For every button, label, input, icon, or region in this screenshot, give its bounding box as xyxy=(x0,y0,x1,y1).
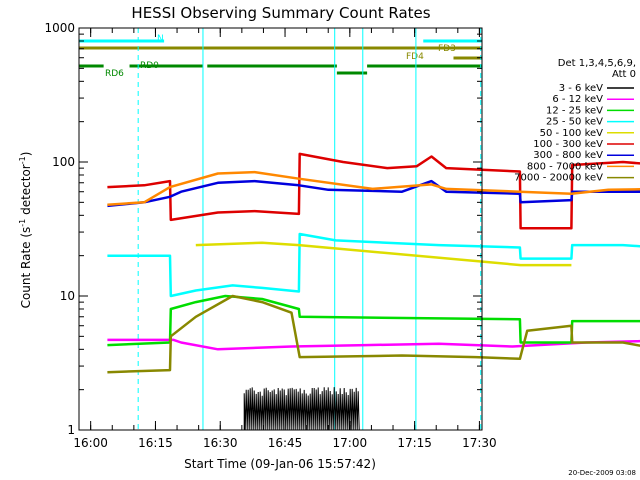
legend-header: Att 0 xyxy=(612,69,636,80)
y-tick-label: 10 xyxy=(60,289,75,303)
series-line-7000-20000kev xyxy=(107,294,640,374)
legend-entry-label: 25 - 50 keV xyxy=(546,117,603,128)
band-label-fd3: FD3 xyxy=(438,44,456,54)
band-labels: N FD3 FD4 RD0 RD6 xyxy=(105,34,456,79)
series-line-25-50kev xyxy=(107,232,640,298)
series-layer xyxy=(107,152,640,431)
y-axis-label: Count Rate (s-1 detector-1) xyxy=(18,152,33,309)
series-line-800-7000kev xyxy=(107,170,640,206)
x-axis-label: Start Time (09-Jan-06 15:57:42) xyxy=(184,457,376,471)
legend-entry-label: 7000 - 20000 keV xyxy=(514,173,603,184)
y-tick-label: 100 xyxy=(52,155,75,169)
x-tick-label: 17:30 xyxy=(462,436,497,450)
legend-entry-label: 12 - 25 keV xyxy=(546,105,603,116)
series-line-50-100kev xyxy=(195,241,572,267)
band-label-rd6: RD6 xyxy=(105,69,124,79)
y-axis: 1 10 100 1000 xyxy=(44,21,482,437)
plot-frame xyxy=(78,27,483,431)
legend-entry-label: 800 - 7000 keV xyxy=(527,161,603,172)
x-tick-label: 16:45 xyxy=(268,436,303,450)
event-marker-lines xyxy=(78,28,482,430)
x-tick-label: 16:00 xyxy=(73,436,108,450)
band-label-fd4: FD4 xyxy=(406,52,424,62)
series-line-3-6-kev xyxy=(243,387,360,431)
legend-entry-label: 100 - 300 keV xyxy=(533,139,603,150)
x-tick-label: 16:15 xyxy=(138,436,173,450)
legend-entry-label: 6 - 12 keV xyxy=(552,94,603,105)
x-tick-label: 17:15 xyxy=(397,436,432,450)
chart-title: HESSI Observing Summary Count Rates xyxy=(131,4,430,22)
observing-flag-bands xyxy=(79,39,482,75)
series-line-12-25kev xyxy=(107,294,640,347)
y-tick-label: 1000 xyxy=(44,21,75,35)
x-axis: 16:00 16:15 16:30 16:45 17:00 17:15 17:30 xyxy=(73,28,497,450)
y-tick-label: 1 xyxy=(67,423,75,437)
band-label-rd0: RD0 xyxy=(140,61,159,71)
series-line-300-800kev xyxy=(107,179,640,208)
legend-entry-label: 300 - 800 keV xyxy=(533,150,603,161)
legend-entry-label: 50 - 100 keV xyxy=(540,128,604,139)
series-line-100-300kev xyxy=(107,152,640,230)
legend-header: Det 1,3,4,5,6,9, xyxy=(558,58,636,69)
legend-entry-label: 3 - 6 keV xyxy=(559,83,603,94)
x-tick-label: 17:00 xyxy=(333,436,368,450)
band-label-n: N xyxy=(157,34,164,44)
footer-timestamp: 20-Dec-2009 03:08 xyxy=(568,469,636,477)
x-tick-label: 16:30 xyxy=(203,436,238,450)
